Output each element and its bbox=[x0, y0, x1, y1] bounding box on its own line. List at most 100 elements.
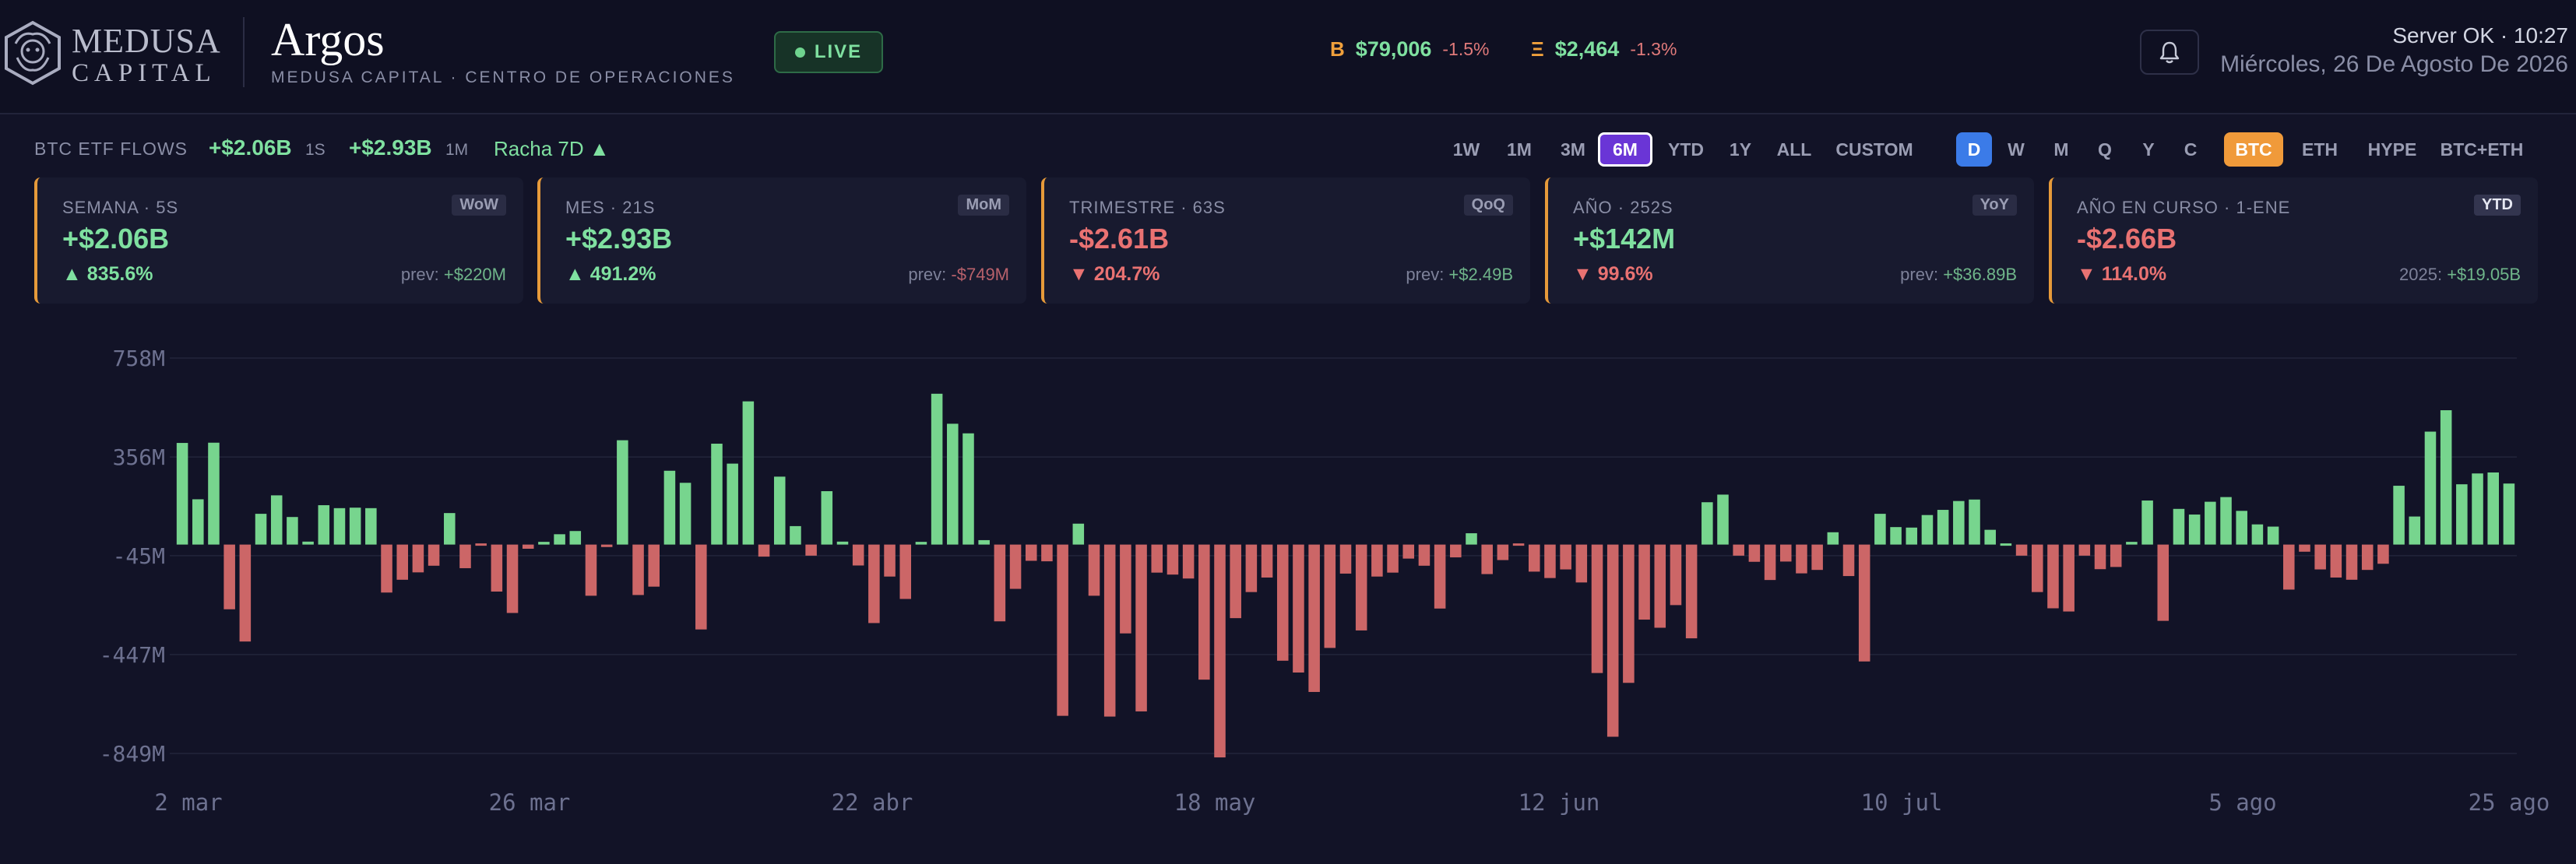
period-card-ytd[interactable]: AÑO EN CURSO · 1-ENE YTD -$2.66B ▼ 114.0% 20… bbox=[2049, 177, 2538, 304]
resolution-button-d[interactable]: D bbox=[1956, 132, 1992, 167]
flow-bar[interactable] bbox=[1214, 544, 1226, 758]
flow-bar[interactable] bbox=[1481, 544, 1493, 574]
flow-bar[interactable] bbox=[711, 444, 723, 545]
flow-bar[interactable] bbox=[2157, 544, 2170, 621]
flow-bar[interactable] bbox=[1072, 523, 1085, 545]
flow-bar[interactable] bbox=[742, 401, 755, 545]
flow-bar[interactable] bbox=[994, 544, 1006, 622]
flow-bar[interactable] bbox=[538, 542, 550, 545]
flow-bar[interactable] bbox=[2032, 544, 2043, 592]
range-button-custom[interactable]: CUSTOM bbox=[1835, 139, 1913, 160]
flow-bar[interactable] bbox=[1339, 544, 1352, 574]
flow-bar[interactable] bbox=[695, 544, 707, 630]
flow-bar[interactable] bbox=[1009, 544, 1022, 589]
flow-bar[interactable] bbox=[585, 544, 597, 596]
flow-bar[interactable] bbox=[2205, 501, 2216, 545]
period-card-yoy[interactable]: AÑO · 252S YoY +$142M ▼ 99.6% prev: +$36.89B bbox=[1545, 177, 2034, 304]
flow-bar[interactable] bbox=[2330, 544, 2342, 578]
resolution-button-y[interactable]: Y bbox=[2142, 139, 2155, 160]
flow-bar[interactable] bbox=[1811, 544, 1823, 571]
flow-bar[interactable] bbox=[428, 544, 440, 566]
flow-bar[interactable] bbox=[1276, 544, 1289, 661]
flow-bar[interactable] bbox=[1717, 494, 1729, 545]
flow-bar[interactable] bbox=[239, 544, 252, 642]
flow-bar[interactable] bbox=[1984, 529, 1996, 545]
flow-bar[interactable] bbox=[947, 423, 959, 545]
flow-bar[interactable] bbox=[1733, 544, 1744, 556]
flow-bar[interactable] bbox=[2078, 544, 2091, 556]
flow-bar[interactable] bbox=[1182, 544, 1195, 579]
flow-bar[interactable] bbox=[1230, 544, 1241, 619]
flow-bar[interactable] bbox=[617, 440, 628, 545]
flow-bar[interactable] bbox=[2094, 544, 2106, 570]
flow-bar[interactable] bbox=[569, 531, 582, 545]
flow-bar[interactable] bbox=[2000, 543, 2012, 546]
flow-bar[interactable] bbox=[1245, 544, 1258, 592]
flow-bar[interactable] bbox=[192, 499, 204, 545]
flow-bar[interactable] bbox=[663, 470, 676, 545]
flow-bar[interactable] bbox=[491, 544, 503, 592]
flow-bar[interactable] bbox=[1827, 532, 1839, 545]
flow-bar[interactable] bbox=[1701, 502, 1713, 545]
range-button-1m[interactable]: 1M bbox=[1507, 139, 1532, 160]
range-button-6m[interactable]: 6M bbox=[1598, 132, 1652, 167]
flow-bar[interactable] bbox=[915, 542, 927, 545]
flow-bar[interactable] bbox=[1293, 544, 1304, 673]
flow-bar[interactable] bbox=[648, 544, 660, 587]
flow-bar[interactable] bbox=[2251, 524, 2264, 545]
flow-bar[interactable] bbox=[1120, 544, 1131, 634]
range-button-1w[interactable]: 1W bbox=[1452, 139, 1480, 160]
flow-bar[interactable] bbox=[1906, 527, 1918, 545]
flow-bar[interactable] bbox=[805, 544, 817, 556]
flow-bar[interactable] bbox=[2314, 544, 2326, 570]
flow-bar[interactable] bbox=[2377, 544, 2389, 564]
flow-bar[interactable] bbox=[2283, 544, 2295, 590]
flow-bar[interactable] bbox=[1890, 527, 1902, 545]
flow-bar[interactable] bbox=[2472, 473, 2483, 545]
flow-bar[interactable] bbox=[1764, 544, 1776, 581]
flow-bar[interactable] bbox=[506, 544, 519, 613]
flow-bar[interactable] bbox=[459, 544, 471, 568]
flow-bar[interactable] bbox=[270, 495, 283, 545]
flow-bar[interactable] bbox=[2063, 544, 2075, 612]
resolution-button-c[interactable]: C bbox=[2184, 139, 2198, 160]
flow-bar[interactable] bbox=[1041, 544, 1053, 562]
flow-bar[interactable] bbox=[381, 544, 392, 593]
range-button-1y[interactable]: 1Y bbox=[1729, 139, 1752, 160]
flow-bar[interactable] bbox=[868, 544, 880, 623]
flow-bar[interactable] bbox=[2126, 542, 2138, 545]
flow-bar[interactable] bbox=[1418, 544, 1431, 566]
flow-bar[interactable] bbox=[852, 544, 864, 566]
flow-bar[interactable] bbox=[554, 534, 565, 545]
flow-bar[interactable] bbox=[2345, 544, 2358, 580]
asset-button-btc[interactable]: BTC bbox=[2224, 132, 2283, 167]
asset-button-hype[interactable]: HYPE bbox=[2367, 139, 2417, 160]
flow-bar[interactable] bbox=[365, 508, 377, 545]
resolution-button-m[interactable]: M bbox=[2053, 139, 2069, 160]
flow-bar[interactable] bbox=[727, 463, 738, 545]
flow-bar[interactable] bbox=[1528, 544, 1540, 572]
flow-bar[interactable] bbox=[223, 544, 235, 609]
flow-bar[interactable] bbox=[884, 544, 896, 577]
flow-bar[interactable] bbox=[2015, 544, 2028, 556]
flow-bar[interactable] bbox=[790, 525, 801, 545]
flow-bar[interactable] bbox=[1198, 544, 1210, 680]
flow-bar[interactable] bbox=[821, 491, 833, 545]
flow-bar[interactable] bbox=[1308, 544, 1320, 692]
flow-bar[interactable] bbox=[978, 539, 990, 545]
flow-bar[interactable] bbox=[1842, 544, 1855, 577]
flow-bar[interactable] bbox=[396, 544, 408, 580]
flow-bar[interactable] bbox=[2440, 410, 2452, 545]
flow-bar[interactable] bbox=[2299, 544, 2310, 552]
flow-bar[interactable] bbox=[1544, 544, 1556, 578]
flow-bar[interactable] bbox=[2503, 483, 2515, 545]
flow-bar[interactable] bbox=[1324, 544, 1336, 648]
flow-bar[interactable] bbox=[1167, 544, 1179, 575]
flow-bar[interactable] bbox=[679, 483, 692, 545]
flow-bar[interactable] bbox=[1135, 544, 1147, 711]
flow-bar[interactable] bbox=[1057, 544, 1068, 716]
range-button-ytd[interactable]: YTD bbox=[1668, 139, 1704, 160]
flow-bar[interactable] bbox=[836, 541, 849, 545]
resolution-button-q[interactable]: Q bbox=[2098, 139, 2112, 160]
range-button-all[interactable]: ALL bbox=[1776, 139, 1812, 160]
